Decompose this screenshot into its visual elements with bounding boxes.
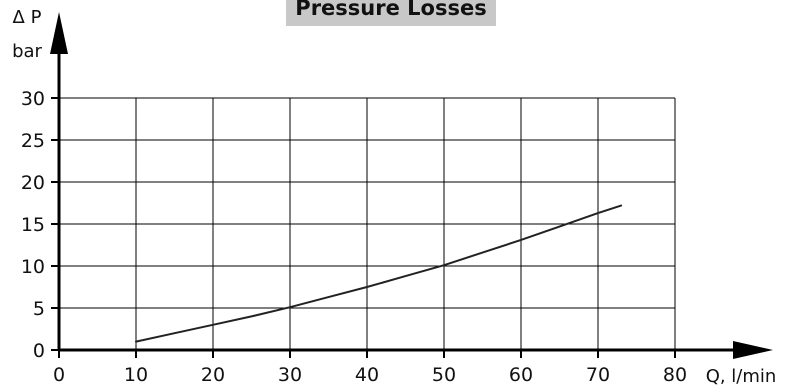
title-background bbox=[286, 0, 496, 26]
x-tick-label: 80 bbox=[663, 364, 687, 385]
x-axis-label: Q, l/min bbox=[706, 366, 777, 385]
y-axis-symbol: Δ P bbox=[13, 7, 42, 28]
chart-title: Pressure Losses bbox=[295, 0, 486, 20]
y-tick-label: 20 bbox=[21, 172, 45, 194]
axes bbox=[50, 12, 773, 359]
x-axis-arrow-icon bbox=[733, 341, 773, 359]
curve-layer bbox=[135, 204, 623, 343]
y-tick-label: 15 bbox=[21, 214, 45, 236]
x-tick-label: 50 bbox=[432, 364, 456, 385]
x-tick-label: 40 bbox=[355, 364, 379, 385]
x-tick-label: 70 bbox=[586, 364, 610, 385]
y-tick-label: 25 bbox=[21, 130, 45, 152]
y-tick-label: 0 bbox=[33, 340, 45, 362]
x-tick-label: 10 bbox=[124, 364, 148, 385]
x-tick-label: 60 bbox=[509, 364, 533, 385]
x-tick-label: 0 bbox=[53, 364, 65, 385]
y-axis-arrow-icon bbox=[50, 12, 68, 54]
grid-lines bbox=[59, 97, 676, 350]
series-line bbox=[135, 204, 623, 343]
y-tick-label: 30 bbox=[21, 88, 45, 110]
y-tick-labels: 0 5 10 15 20 25 30 bbox=[21, 88, 45, 362]
y-tick-label: 10 bbox=[21, 256, 45, 278]
y-axis-unit: bar bbox=[12, 41, 42, 62]
y-tick-label: 5 bbox=[33, 298, 45, 320]
x-tick-labels: 0 10 20 30 40 50 60 70 80 bbox=[53, 364, 687, 385]
x-tick-label: 30 bbox=[278, 364, 302, 385]
x-tick-label: 20 bbox=[201, 364, 225, 385]
